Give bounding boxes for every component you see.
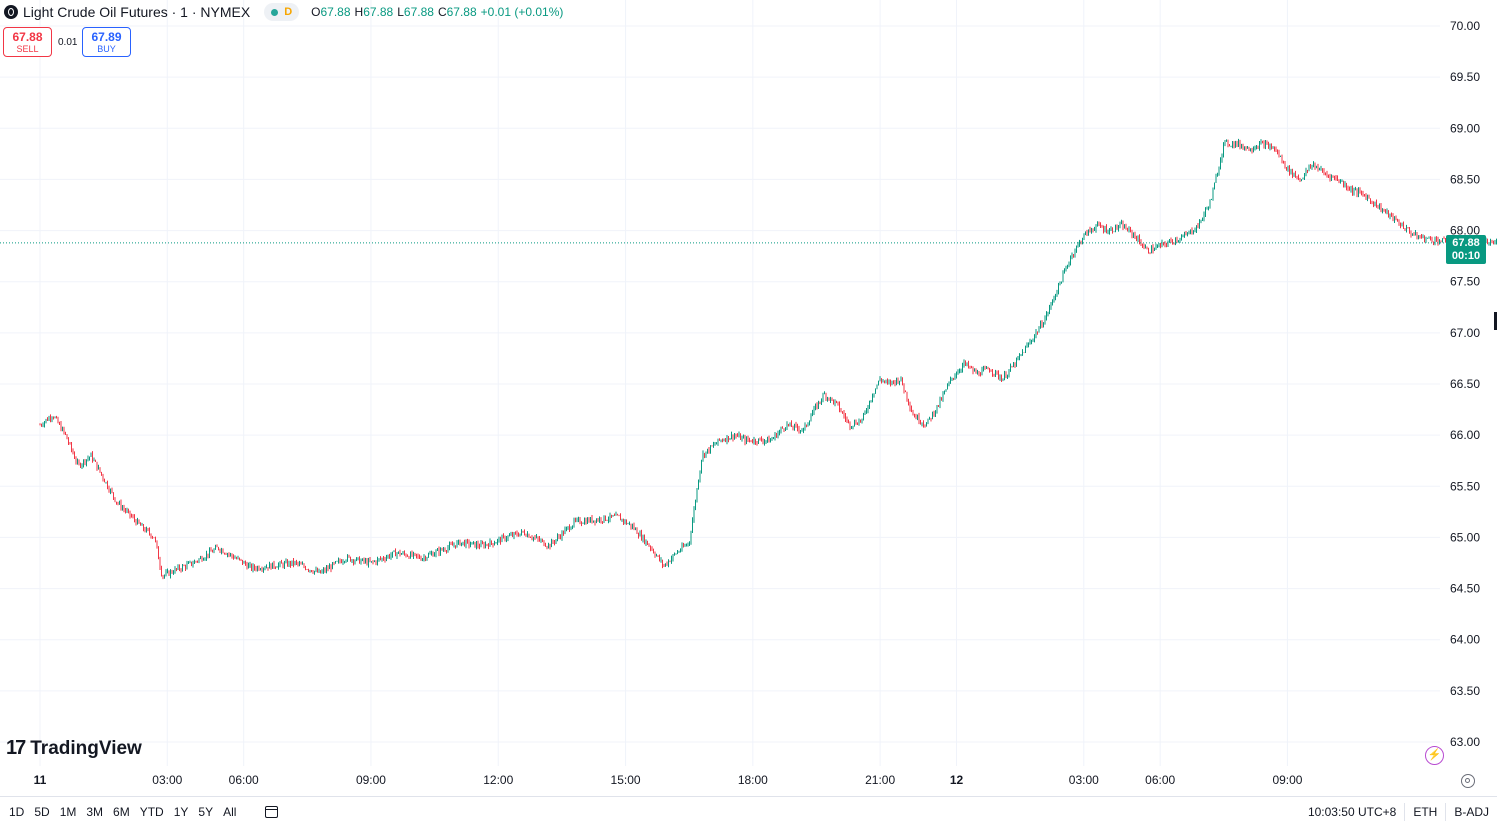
y-tick-label: 65.50: [1450, 479, 1480, 493]
x-tick-label: 18:00: [738, 773, 768, 787]
high-value: 67.88: [363, 5, 394, 19]
market-open-dot-icon: [271, 8, 279, 16]
x-tick-label: 06:00: [1145, 773, 1175, 787]
adjustment-button[interactable]: B-ADJ: [1454, 804, 1489, 819]
y-tick-label: 66.50: [1450, 377, 1480, 391]
divider: [1445, 802, 1447, 821]
sell-price: 67.88: [12, 30, 43, 44]
session-button[interactable]: ETH: [1413, 804, 1438, 819]
y-tick-label: 63.50: [1450, 684, 1480, 698]
chart-grid: [0, 0, 1440, 766]
range-6m[interactable]: 6M: [113, 804, 130, 819]
last-price-tag: 67.88 00:10: [1446, 235, 1486, 264]
close-value: 67.88: [446, 5, 477, 19]
y-tick-label: 70.00: [1450, 19, 1480, 33]
range-1y[interactable]: 1Y: [173, 804, 189, 819]
bottom-toolbar: 1D 5D 1M 3M 6M YTD 1Y 5Y All 10:03:50 UT…: [0, 796, 1497, 826]
x-tick-label: 09:00: [1272, 773, 1302, 787]
bottom-right-tools: 10:03:50 UTC+8 ETH B-ADJ: [1300, 797, 1497, 826]
sell-button[interactable]: 67.88 SELL: [3, 27, 52, 57]
open-label: O: [311, 5, 321, 19]
price-chart[interactable]: 70.00 69.50 69.00 68.50 68.00 67.50 67.00 66.50…: [0, 0, 1497, 796]
tradingview-logo-icon: 17: [6, 737, 26, 759]
symbol-title[interactable]: Light Crude Oil Futures · 1 · NYMEX: [23, 4, 251, 20]
sell-label: SELL: [16, 44, 39, 54]
delayed-badge: D: [284, 6, 293, 18]
x-tick-label: 21:00: [865, 773, 895, 787]
x-tick-label: 12:00: [483, 773, 513, 787]
range-5y[interactable]: 5Y: [198, 804, 214, 819]
goto-date-icon[interactable]: [263, 804, 281, 820]
buy-price: 67.89: [91, 30, 122, 44]
buy-label: BUY: [97, 44, 116, 54]
y-tick-label: 68.50: [1450, 172, 1480, 186]
spread-value: 0.01: [58, 36, 78, 48]
tradingview-logo-text: TradingView: [30, 737, 142, 759]
trade-panel: 67.88 SELL 0.01 67.89 BUY: [3, 27, 131, 57]
range-1m[interactable]: 1M: [59, 804, 77, 819]
y-tick-label: 64.50: [1450, 582, 1480, 596]
price-axis: 70.00 69.50 69.00 68.50 68.00 67.50 67.00 66.50…: [1450, 19, 1480, 749]
range-5d[interactable]: 5D: [34, 804, 50, 819]
x-tick-label: 12: [950, 773, 964, 787]
ohlc-values: O67.88 H67.88 L67.88 C67.88 +0.01 (+0.01…: [311, 5, 563, 19]
lightning-icon[interactable]: ⚡: [1425, 746, 1444, 765]
change-value: +0.01 (+0.01%): [480, 5, 564, 19]
x-tick-label: 03:00: [1069, 773, 1099, 787]
y-tick-label: 69.50: [1450, 70, 1480, 84]
bar-countdown: 00:10: [1451, 250, 1481, 262]
tradingview-logo[interactable]: 17 TradingView: [6, 737, 142, 760]
symbol-legend: Light Crude Oil Futures · 1 · NYMEX D O6…: [4, 3, 563, 21]
time-axis: 11 03:00 06:00 09:00 12:00 15:00 18:00 21:00 12 0…: [34, 773, 1303, 787]
y-tick-label: 69.00: [1450, 121, 1480, 135]
high-label: H: [354, 5, 364, 19]
low-value: 67.88: [403, 5, 434, 19]
symbol-logo-icon: [4, 5, 18, 19]
y-tick-label: 67.50: [1450, 275, 1480, 289]
candles: [39, 138, 1497, 580]
open-value: 67.88: [320, 5, 351, 19]
market-status-pill[interactable]: D: [264, 3, 300, 21]
x-tick-label: 11: [34, 773, 47, 787]
range-all[interactable]: All: [223, 804, 237, 819]
buy-button[interactable]: 67.89 BUY: [82, 27, 131, 57]
y-tick-label: 64.00: [1450, 633, 1480, 647]
clock-timezone[interactable]: 10:03:50 UTC+8: [1307, 804, 1397, 819]
range-1d[interactable]: 1D: [9, 804, 25, 819]
x-tick-label: 09:00: [356, 773, 386, 787]
scroll-handle[interactable]: [1494, 312, 1497, 330]
y-tick-label: 63.00: [1450, 735, 1480, 749]
close-label: C: [437, 5, 447, 19]
x-tick-label: 06:00: [229, 773, 259, 787]
range-selector: 1D 5D 1M 3M 6M YTD 1Y 5Y All: [4, 805, 241, 819]
gear-icon[interactable]: [1461, 774, 1475, 788]
low-label: L: [397, 5, 404, 19]
x-tick-label: 03:00: [152, 773, 182, 787]
x-tick-label: 15:00: [611, 773, 641, 787]
y-tick-label: 68.00: [1450, 224, 1480, 238]
divider: [1404, 802, 1406, 821]
range-ytd[interactable]: YTD: [139, 804, 164, 819]
range-3m[interactable]: 3M: [86, 804, 104, 819]
y-tick-label: 65.00: [1450, 530, 1480, 544]
y-tick-label: 66.00: [1450, 428, 1480, 442]
last-price-value: 67.88: [1452, 237, 1480, 249]
y-tick-label: 67.00: [1450, 326, 1480, 340]
